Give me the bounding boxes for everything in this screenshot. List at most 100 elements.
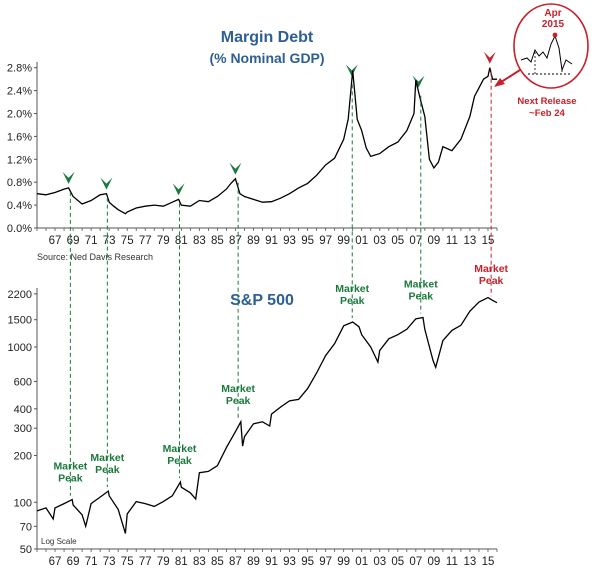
margin-debt-x-tick-label: 97 <box>319 235 332 247</box>
margin-debt-x-tick-label: 01 <box>355 235 368 247</box>
market-peak-label-line2: Peak <box>226 395 251 407</box>
margin-debt-x-tick-label: 69 <box>67 235 80 247</box>
source-note: Source: Ned Davis Research <box>37 252 153 262</box>
sp500-y-tick-label: 70 <box>20 521 32 533</box>
sp500-x-tick-label: 11 <box>446 556 458 568</box>
margin-debt-x-tick-label: 95 <box>301 235 314 247</box>
peak-arrow-green-icon <box>345 64 358 77</box>
sp500-y-tick-label: 1500 <box>8 315 32 327</box>
margin-debt-x-tick-label: 73 <box>103 235 116 247</box>
margin-debt-title: Margin Debt <box>221 29 314 46</box>
sp500-x-tick-label: 97 <box>319 556 332 568</box>
sp500-x-tick-label: 07 <box>409 556 422 568</box>
next-release-label: Next Release <box>517 96 576 107</box>
sp500-x-tick-label: 83 <box>193 556 206 568</box>
inset-date-year: 2015 <box>542 19 565 30</box>
peak-arrow-green-icon <box>172 183 185 196</box>
market-peak-label-line2: Peak <box>167 455 192 467</box>
market-peak-label-line2: Peak <box>409 290 434 302</box>
log-scale-note: Log Scale <box>41 537 77 546</box>
margin-debt-x-tick-label: 81 <box>175 235 188 247</box>
market-peak-label-line1: Market <box>404 278 438 290</box>
sp500-y-tick-label: 400 <box>14 404 32 416</box>
sp500-x-ticks: 67 69 71 73 75 77 79 81 83 85 87 89 91 93 95 97 99 01 03 05… <box>36 549 498 568</box>
margin-debt-x-tick-label: 13 <box>464 235 477 247</box>
peak-arrow-green-icon <box>229 162 242 175</box>
sp500-y-ticks: 50 70 100 200 300 400 600 1000 1500 2200 <box>8 289 37 556</box>
market-peak-label-line1: Market <box>163 443 197 455</box>
margin-debt-x-tick-label: 85 <box>211 235 224 247</box>
margin-debt-x-tick-label: 87 <box>229 235 242 247</box>
sp500-x-tick-label: 67 <box>49 556 62 568</box>
sp500-y-tick-label: 1000 <box>8 342 32 354</box>
sp500-y-tick-label: 50 <box>20 544 32 556</box>
inset-peak-dot <box>552 32 558 38</box>
sp500-y-tick-label: 600 <box>14 376 32 388</box>
sp500-x-tick-label: 87 <box>229 556 242 568</box>
sp500-y-tick-label: 300 <box>14 423 32 435</box>
sp500-x-tick-label: 73 <box>103 556 116 568</box>
margin-debt-x-tick-label: 77 <box>139 235 152 247</box>
sp500-y-tick-label: 200 <box>14 451 32 463</box>
margin-debt-x-tick-label: 71 <box>85 235 98 247</box>
market-peak-label-line2: Peak <box>340 295 365 307</box>
sp500-x-tick-label: 79 <box>157 556 170 568</box>
inset-circle <box>513 3 589 89</box>
margin-debt-y-tick-label: 1.2% <box>7 154 32 166</box>
margin-debt-x-tick-label: 93 <box>283 235 296 247</box>
margin-debt-x-tick-label: 05 <box>391 235 404 247</box>
sp500-x-tick-label: 95 <box>301 556 314 568</box>
next-release-date: ~Feb 24 <box>529 108 565 119</box>
margin-debt-x-tick-label: 15 <box>482 235 495 247</box>
market-peak-label-line2: Peak <box>479 275 504 287</box>
margin-debt-x-tick-label: 03 <box>373 235 386 247</box>
margin-debt-y-tick-label: 1.6% <box>7 131 32 143</box>
market-peak-label-line1: Market <box>335 283 369 295</box>
sp500-x-tick-label: 75 <box>121 556 134 568</box>
margin-debt-subtitle: (% Nominal GDP) <box>209 50 324 66</box>
margin-debt-peak-markers <box>62 51 496 196</box>
market-peak-labels: MarketPeakMarketPeakMarketPeakMarketPeak… <box>53 263 508 485</box>
sp500-x-tick-label: 89 <box>247 556 260 568</box>
peak-arrow-red-icon <box>483 51 496 64</box>
market-peak-label-line1: Market <box>221 383 255 395</box>
margin-debt-chart: Margin Debt (% Nominal GDP) 0.0% 0.4% 0.8%… <box>7 29 498 262</box>
market-peak-label-line1: Market <box>53 461 87 473</box>
sp500-x-tick-label: 13 <box>464 556 477 568</box>
margin-debt-series-line <box>36 67 497 215</box>
margin-debt-x-tick-label: 83 <box>193 235 206 247</box>
sp500-x-tick-label: 99 <box>337 556 350 568</box>
margin-debt-y-tick-label: 0.0% <box>7 223 32 235</box>
peak-connector-lines <box>69 71 492 496</box>
inset-zoom: Apr 2015 Next Release ~Feb 24 <box>494 3 589 119</box>
sp500-x-tick-label: 01 <box>355 556 368 568</box>
inset-arrowhead-icon <box>494 78 505 87</box>
sp500-x-tick-label: 09 <box>427 556 440 568</box>
margin-debt-y-tick-label: 2.0% <box>7 109 32 121</box>
market-peak-label-line1: Market <box>474 263 508 275</box>
margin-debt-y-tick-label: 0.8% <box>7 177 32 189</box>
sp500-series-line <box>36 296 498 534</box>
peak-arrow-green-icon <box>412 75 425 88</box>
market-peak-label-line2: Peak <box>95 464 120 476</box>
margin-debt-x-tick-label: 79 <box>157 235 170 247</box>
margin-debt-y-tick-label: 0.4% <box>7 200 32 212</box>
sp500-chart: S&P 500 5070100200300400600100015002200 … <box>8 71 509 568</box>
sp500-x-tick-label: 69 <box>67 556 80 568</box>
margin-debt-x-tick-label: 91 <box>265 235 278 247</box>
margin-debt-x-tick-label: 75 <box>121 235 134 247</box>
peak-arrow-green-icon <box>62 171 75 184</box>
inset-date-month: Apr <box>544 8 561 19</box>
margin-debt-x-tick-label: 07 <box>409 235 422 247</box>
margin-debt-y-ticks: 0.0% 0.4% 0.8% 1.2% 1.6% 2.0% 2.4% 2.8% <box>7 63 37 235</box>
peak-arrow-green-icon <box>100 177 113 190</box>
sp500-title: S&P 500 <box>230 292 294 309</box>
margin-debt-x-tick-label: 89 <box>247 235 260 247</box>
sp500-x-tick-label: 05 <box>391 556 404 568</box>
sp500-x-tick-label: 03 <box>373 556 386 568</box>
market-peak-label-line1: Market <box>90 452 124 464</box>
sp500-x-tick-label: 81 <box>175 556 188 568</box>
sp500-x-tick-label: 15 <box>482 556 495 568</box>
